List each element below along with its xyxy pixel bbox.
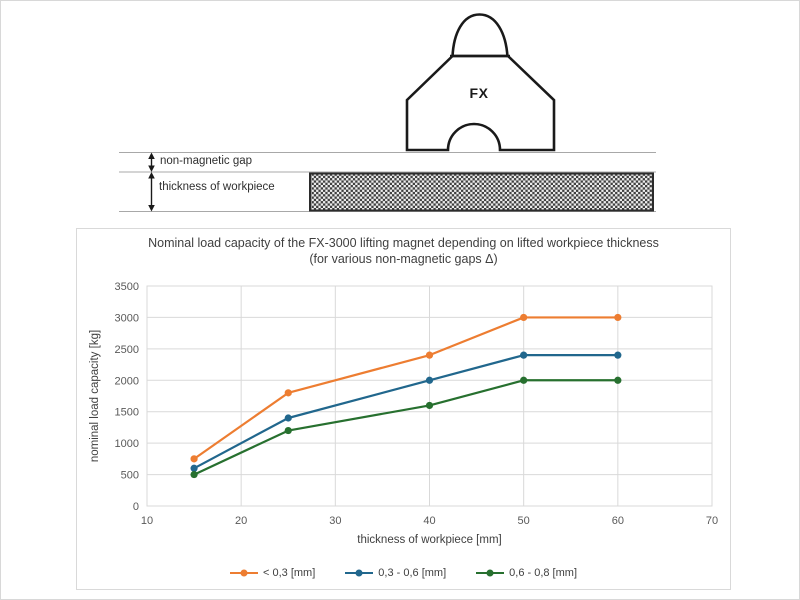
svg-text:2500: 2500 xyxy=(115,344,139,356)
legend-item-lt-03: < 0,3 [mm] xyxy=(230,567,315,579)
svg-text:0: 0 xyxy=(133,501,139,513)
svg-text:70: 70 xyxy=(706,515,718,527)
legend-label: 0,6 - 0,8 [mm] xyxy=(509,567,577,579)
legend-marker-green xyxy=(476,569,505,577)
svg-text:1000: 1000 xyxy=(115,438,139,450)
svg-text:2000: 2000 xyxy=(115,375,139,387)
plot-area: 10 20 30 40 50 60 70 0 500 1000 1500 2000 2500 3000 35… xyxy=(89,281,718,546)
legend-label: < 0,3 [mm] xyxy=(263,567,316,579)
svg-text:500: 500 xyxy=(121,470,139,482)
svg-text:60: 60 xyxy=(612,515,624,527)
magnet-diagram xyxy=(119,13,656,212)
chart-card: Nominal load capacity of the FX-3000 lif… xyxy=(76,228,731,590)
svg-text:3500: 3500 xyxy=(115,281,139,293)
legend-item-03-06: 0,3 - 0,6 [mm] xyxy=(345,567,446,579)
thickness-arrow xyxy=(148,172,155,212)
legend-item-06-08: 0,6 - 0,8 [mm] xyxy=(476,567,577,579)
svg-text:30: 30 xyxy=(329,515,341,527)
workpiece-bar xyxy=(309,172,654,212)
legend-label: 0,3 - 0,6 [mm] xyxy=(378,567,447,579)
svg-text:10: 10 xyxy=(141,515,153,527)
legend-marker-blue xyxy=(345,569,374,577)
chart-title: Nominal load capacity of the FX-3000 lif… xyxy=(77,235,730,267)
svg-text:20: 20 xyxy=(235,515,247,527)
chart-title-line1: Nominal load capacity of the FX-3000 lif… xyxy=(148,236,659,250)
chart-title-line2: (for various non-magnetic gaps Δ) xyxy=(309,252,498,266)
non-magnetic-gap-label: non-magnetic gap xyxy=(160,155,253,167)
legend-marker-orange xyxy=(230,569,258,577)
svg-text:thickness of workpiece [mm]: thickness of workpiece [mm] xyxy=(357,534,501,546)
magnet-fx-label: FX xyxy=(469,85,489,101)
gap-arrow xyxy=(148,152,155,172)
chart-legend: < 0,3 [mm] 0,3 - 0,6 [mm] 0,6 - 0,8 [mm] xyxy=(77,567,730,579)
svg-text:40: 40 xyxy=(423,515,435,527)
svg-text:1500: 1500 xyxy=(115,407,139,419)
svg-text:50: 50 xyxy=(518,515,530,527)
thickness-of-workpiece-label: thickness of workpiece xyxy=(159,181,275,193)
svg-text:3000: 3000 xyxy=(115,312,139,324)
svg-text:nominal load capacity [kg]: nominal load capacity [kg] xyxy=(89,330,101,462)
magnet-shape xyxy=(405,13,556,152)
